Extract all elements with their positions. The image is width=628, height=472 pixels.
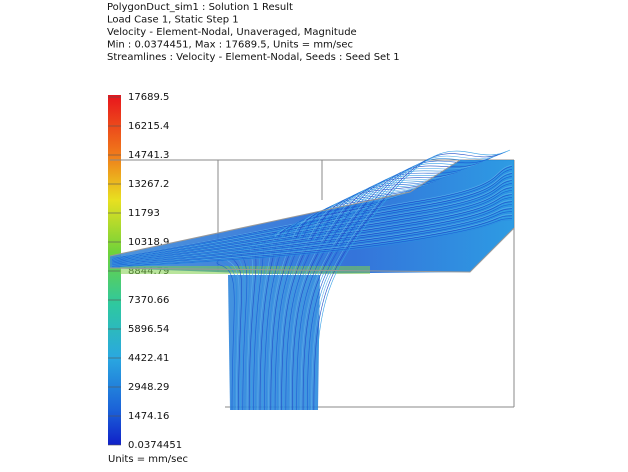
- legend-label: 14741.3: [128, 150, 169, 161]
- streamline: [111, 194, 513, 264]
- streamline: [111, 195, 513, 264]
- legend-label: 17689.5: [128, 92, 169, 103]
- streamline: [296, 165, 471, 411]
- color-bar: [108, 95, 121, 445]
- streamline: [111, 187, 513, 262]
- streamline: [111, 214, 513, 267]
- streamline: [298, 164, 476, 411]
- streamline: [315, 149, 511, 411]
- legend-label: 7370.66: [128, 295, 169, 306]
- streamlines: [111, 149, 513, 411]
- streamline: [276, 182, 432, 411]
- edge: [109, 227, 515, 273]
- streamline: [111, 208, 513, 266]
- streamline: [111, 211, 513, 266]
- streamline: [111, 188, 513, 263]
- streamline: [111, 219, 513, 268]
- streamline: [111, 199, 513, 265]
- legend-label: 2948.29: [128, 382, 169, 393]
- streamline: [111, 197, 513, 264]
- streamline: [272, 185, 423, 411]
- streamline: [111, 201, 513, 265]
- streamline: [292, 169, 463, 411]
- streamline: [111, 205, 513, 265]
- streamline: [111, 166, 513, 259]
- streamline: [294, 167, 467, 411]
- streamline: [111, 184, 513, 262]
- streamline: [111, 181, 513, 262]
- streamline: [309, 155, 498, 411]
- streamline: [111, 178, 513, 261]
- streamline: [111, 202, 513, 265]
- streamline: [111, 212, 513, 267]
- header-line: Velocity - Element-Nodal, Unaveraged, Ma…: [107, 27, 357, 38]
- edge: [109, 159, 461, 257]
- legend-label: 5896.54: [128, 324, 169, 335]
- legend-label: 13267.2: [128, 179, 169, 190]
- streamline: [111, 191, 513, 263]
- streamline: [283, 176, 445, 411]
- header: PolygonDuct_sim1 : Solution 1 Result Load…: [107, 2, 400, 63]
- legend-label: 16215.4: [128, 121, 169, 132]
- streamline: [257, 198, 393, 411]
- streamline: [111, 173, 513, 260]
- streamline: [289, 171, 458, 411]
- streamline: [281, 178, 441, 411]
- legend-label: 11793: [128, 208, 160, 219]
- streamline: [300, 162, 480, 411]
- streamline: [274, 183, 428, 411]
- streamline: [111, 216, 513, 267]
- streamline: [111, 164, 513, 259]
- streamline: [111, 170, 513, 260]
- streamline: [111, 185, 513, 262]
- streamline: [111, 204, 513, 265]
- legend-label: 1474.16: [128, 411, 169, 422]
- header-line: Min : 0.0374451, Max : 17689.5, Units = …: [107, 40, 353, 51]
- streamline: [302, 160, 484, 411]
- streamline: [111, 177, 513, 261]
- streamline: [111, 207, 513, 266]
- streamline: [111, 198, 513, 264]
- streamline: [111, 192, 513, 263]
- streamline: [111, 171, 513, 260]
- streamline: [304, 158, 489, 411]
- streamline: [111, 175, 513, 261]
- header-line: PolygonDuct_sim1 : Solution 1 Result: [107, 2, 293, 13]
- streamline: [111, 183, 513, 262]
- streamline: [111, 180, 513, 261]
- streamline: [111, 190, 513, 263]
- streamline: [111, 168, 513, 259]
- streamline: [111, 167, 513, 259]
- streamline: [111, 209, 513, 266]
- legend-label: 10318.9: [128, 237, 169, 248]
- streamline: [111, 215, 513, 267]
- legend-label: 4422.41: [128, 353, 169, 364]
- streamline: [287, 173, 454, 411]
- units-label: Units = mm/sec: [108, 454, 188, 465]
- streamline: [285, 174, 450, 411]
- streamline: [311, 153, 502, 411]
- streamline: [279, 180, 437, 411]
- streamline: [111, 218, 513, 268]
- header-line: Load Case 1, Static Step 1: [107, 15, 239, 26]
- legend-label: 0.0374451: [128, 440, 182, 451]
- header-line: Streamlines : Velocity - Element-Nodal, …: [107, 52, 400, 63]
- streamline: [111, 174, 513, 260]
